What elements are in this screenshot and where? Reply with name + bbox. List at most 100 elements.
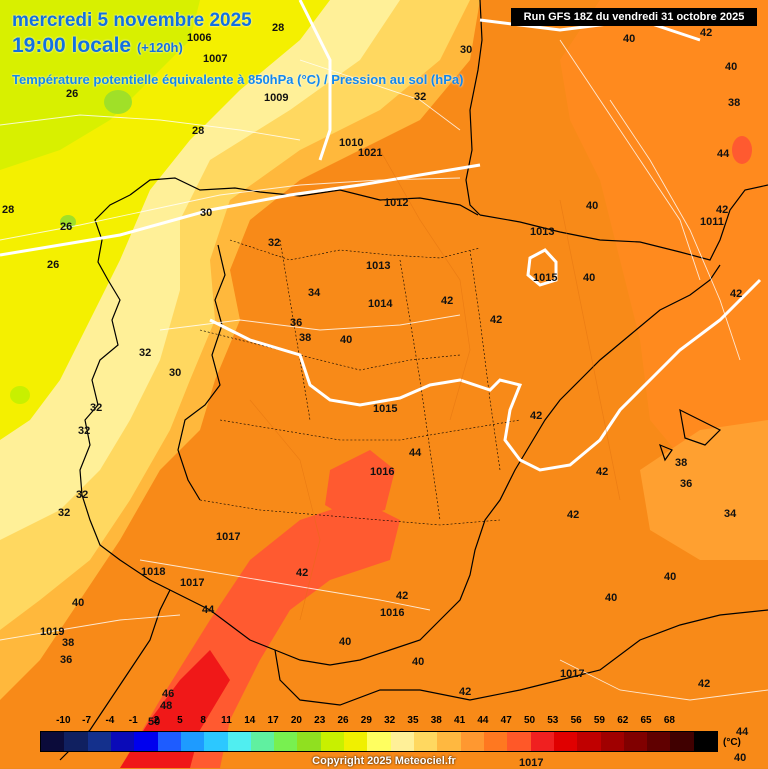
forecast-time: 19:00 locale (+120h) <box>12 34 183 58</box>
legend-swatch <box>553 732 578 751</box>
temperature-label: 28 <box>2 204 15 216</box>
legend-tick: -10 <box>56 715 71 726</box>
legend-tick: 44 <box>477 715 489 726</box>
map-subtitle: Température potentielle équivalente à 85… <box>12 72 464 87</box>
legend-swatch <box>180 732 205 751</box>
legend-swatch <box>134 732 158 751</box>
warm-spot-ne <box>732 136 752 164</box>
pressure-label: 1017 <box>216 531 241 543</box>
legend-tick: 2 <box>153 715 160 726</box>
pressure-label: 1012 <box>384 197 409 209</box>
lead-time: (+120h) <box>136 40 183 55</box>
pressure-label: 1013 <box>530 226 555 238</box>
color-legend <box>40 731 718 752</box>
pressure-label: 1017 <box>560 668 585 680</box>
legend-swatch <box>507 732 531 751</box>
temperature-label: 42 <box>490 314 503 326</box>
temperature-label: 38 <box>299 332 312 344</box>
legend-swatch <box>530 732 554 751</box>
temperature-label: 40 <box>339 636 352 648</box>
pressure-label: 1018 <box>141 566 166 578</box>
temperature-label: 40 <box>725 61 738 73</box>
legend-swatch <box>250 732 275 751</box>
pressure-label: 1015 <box>373 403 398 415</box>
pressure-label: 1013 <box>366 260 391 272</box>
legend-swatch <box>41 732 65 751</box>
pressure-label: 1017 <box>519 757 544 769</box>
legend-swatch <box>623 732 648 751</box>
legend-swatch <box>367 732 391 751</box>
green-spot-3 <box>10 386 30 404</box>
temperature-label: 28 <box>272 22 285 34</box>
temperature-label: 48 <box>160 700 173 712</box>
temperature-label: 38 <box>62 637 75 649</box>
legend-tick: 32 <box>384 715 396 726</box>
legend-swatch <box>414 732 438 751</box>
legend-swatch <box>64 732 88 751</box>
pressure-label: 1009 <box>264 92 289 104</box>
coastline-and-borders <box>59 0 768 761</box>
temperature-label: 26 <box>47 259 60 271</box>
forecast-date: mercredi 5 novembre 2025 <box>12 10 252 31</box>
temperature-label: 40 <box>72 597 85 609</box>
temperature-label: 50 <box>148 716 161 728</box>
temperature-label: 32 <box>414 91 427 103</box>
temperature-label: 44 <box>409 447 422 459</box>
lime-airmass-zone <box>0 0 200 170</box>
temperature-label: 36 <box>290 317 303 329</box>
legend-tick: 65 <box>640 715 652 726</box>
temperature-label: 46 <box>162 688 175 700</box>
temperature-label: 32 <box>76 489 89 501</box>
legend-swatch <box>390 732 414 751</box>
temperature-label: 42 <box>700 27 713 39</box>
temperature-label: 32 <box>139 347 152 359</box>
temperature-label: 40 <box>664 571 677 583</box>
legend-swatch <box>693 732 718 751</box>
legend-tick: 50 <box>523 715 536 726</box>
temperature-label: 28 <box>192 125 205 137</box>
temperature-label: 32 <box>90 402 103 414</box>
legend-tick: -1 <box>128 715 138 726</box>
pressure-label: 1017 <box>180 577 205 589</box>
temperature-label: 38 <box>728 97 741 109</box>
legend-tick: -4 <box>105 715 115 726</box>
legend-ticks: -10 -7 -4 -1 2 5 8 11 14 17 20 23 26 29 32 35 38 41 44 47 50… <box>40 715 716 729</box>
legend-unit: (°C) <box>723 737 741 748</box>
pressure-label: 1015 <box>533 272 558 284</box>
legend-swatch <box>437 732 461 751</box>
warm-spot-center <box>325 450 395 520</box>
legend-swatch <box>204 732 228 751</box>
local-time: 19:00 locale <box>12 34 132 57</box>
legend-swatch <box>647 732 671 751</box>
pressure-label: 1011 <box>700 216 724 228</box>
pressure-label: 1016 <box>380 607 405 619</box>
legend-tick: 35 <box>407 715 419 726</box>
run-info-banner: Run GFS 18Z du vendredi 31 octobre 2025 <box>511 8 757 26</box>
legend-tick: 68 <box>663 715 675 726</box>
temperature-label: 40 <box>623 33 636 45</box>
legend-tick: -7 <box>82 715 92 726</box>
temperature-label: 30 <box>200 207 213 219</box>
temperature-label: 42 <box>396 590 409 602</box>
legend-swatch <box>577 732 601 751</box>
temperature-label: 44 <box>202 604 215 616</box>
temperature-label: 42 <box>596 466 609 478</box>
temperature-label: 42 <box>567 509 580 521</box>
pressure-label: 1006 <box>187 32 212 44</box>
temperature-label: 40 <box>412 656 425 668</box>
legend-tick: 41 <box>454 715 466 726</box>
pressure-label: 1019 <box>40 626 65 638</box>
temperature-label: 44 <box>717 148 730 160</box>
legend-tick: 56 <box>570 715 582 726</box>
green-spot-2 <box>60 215 76 229</box>
legend-tick: 5 <box>177 715 183 726</box>
legend-tick: 59 <box>593 715 605 726</box>
legend-tick: 47 <box>500 715 512 726</box>
legend-tick: 62 <box>617 715 629 726</box>
temperature-label: 40 <box>340 334 353 346</box>
temperature-contours <box>249 149 621 621</box>
legend-tick: 53 <box>547 715 559 726</box>
cooler-balearic-zone <box>640 420 768 560</box>
temperature-label: 26 <box>66 88 79 100</box>
